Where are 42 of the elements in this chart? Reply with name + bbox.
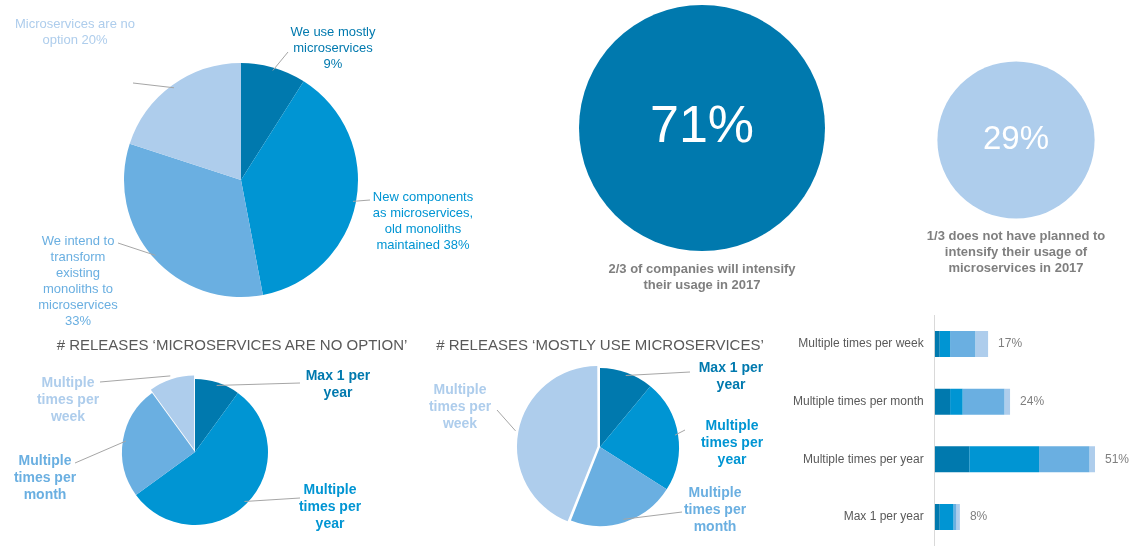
slice-label: Multiple times per month [13,451,77,502]
bar [934,331,940,357]
bar [1089,446,1095,473]
annotation: 8% [969,509,988,524]
bar [975,331,989,357]
bar [969,446,1040,473]
slice-label: Max 1 per year [698,358,764,392]
data-label: 29% [982,119,1050,157]
category-label: 1/3 does not have planned to intensify their usage of microservices in 2017 [926,228,1106,276]
category-label: 2/3 of companies will intensify their usage in 2017 [608,260,797,292]
slice-label: New components as microservices, old monoliths maintained 38% [372,188,474,252]
chart-title: # RELEASES ‘MOSTLY USE MICROSERVICES’ [436,336,764,353]
bar [939,504,954,530]
annotation: 51% [1105,451,1130,466]
bar [934,388,951,415]
bar [1039,446,1090,473]
bar [934,504,940,530]
slice-label: Max 1 per year [305,366,371,400]
annotation: 17% [998,336,1023,351]
y-tick-label: Multiple times per week [798,336,925,351]
bar [950,331,976,357]
slice-label: Multiple times per week [36,373,100,424]
bar [962,388,1005,415]
slice-label: We use mostly microservices [290,23,376,55]
slice-label: Multiple times per week [428,380,492,431]
y-tick-label: Multiple times per month [793,393,924,408]
bar [1004,388,1011,415]
y-tick-label: Multiple times per year [803,451,924,466]
annotation: 24% [1020,393,1045,408]
slice-label: Multiple times per year [298,480,362,531]
chart-title: # RELEASES ‘MICROSERVICES ARE NO OPTION’ [55,336,409,353]
data-label: 33% [64,312,92,328]
slice-label: Multiple times per month [683,483,747,534]
bar [934,446,970,473]
slice-label: Microservices are no option 20% [15,15,135,47]
slice-label: We intend to transform existing monoliths to microservices [38,232,119,312]
data-label: 9% [323,55,343,71]
bar [939,331,951,357]
bar [950,388,963,415]
slice-label: Multiple times per year [700,416,764,467]
data-label: 71% [649,95,755,154]
y-tick-label: Max 1 per year [843,509,924,524]
